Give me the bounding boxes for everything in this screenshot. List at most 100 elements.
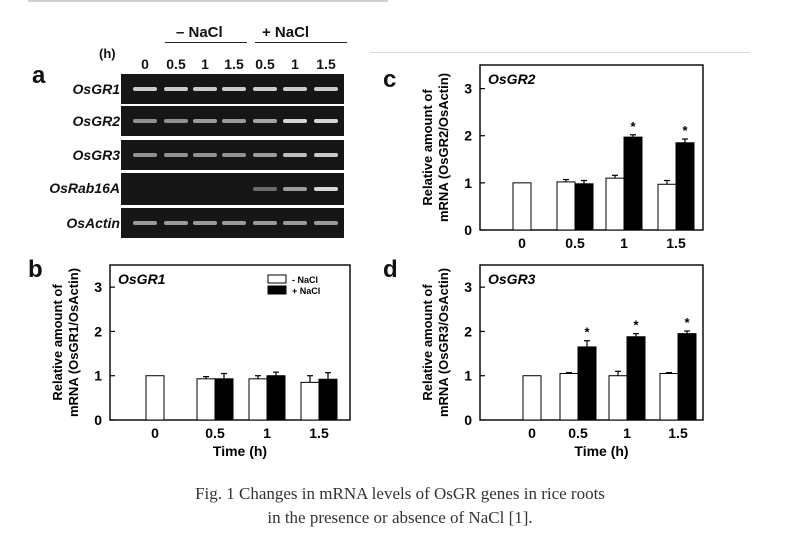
significance-mark: * xyxy=(682,123,688,138)
gel-band xyxy=(283,221,307,225)
time-label: 1 xyxy=(291,56,299,72)
group-label-plus-nacl: + NaCl xyxy=(262,24,310,41)
bar-minus-nacl xyxy=(608,375,628,421)
significance-mark: * xyxy=(633,318,639,333)
gel-band xyxy=(253,153,277,157)
bar-plus-nacl xyxy=(266,375,286,421)
bar-minus-nacl xyxy=(522,375,542,421)
y-axis-label-line1: Relative amount of xyxy=(420,89,435,206)
gel-strip xyxy=(121,74,344,104)
y-tick-label: 0 xyxy=(94,412,102,428)
y-tick-label: 3 xyxy=(464,279,472,295)
bar-plus-nacl xyxy=(214,378,234,421)
y-axis-label-line2: mRNA (OsGR1/OsActin) xyxy=(66,268,81,417)
group-underline-plus xyxy=(255,42,347,43)
figure-caption-line1: Fig. 1 Changes in mRNA levels of OsGR ge… xyxy=(195,484,605,503)
panel-label-a: a xyxy=(32,62,46,89)
bar-plus-nacl xyxy=(318,378,338,421)
bar-minus-nacl xyxy=(512,182,532,231)
legend-label: + NaCl xyxy=(292,286,320,296)
gel-band xyxy=(314,119,338,123)
figure-caption-line2: in the presence or absence of NaCl [1]. xyxy=(267,508,533,527)
bar-minus-nacl xyxy=(657,183,677,231)
gel-band xyxy=(193,153,217,157)
x-tick-label: 0.5 xyxy=(205,425,225,441)
legend-swatch xyxy=(267,285,287,295)
gel-band xyxy=(283,153,307,157)
gel-gene-label: OsGR1 xyxy=(72,81,120,97)
bar-plus-nacl xyxy=(574,183,594,231)
top-rule-right xyxy=(370,52,750,53)
gel-band xyxy=(314,153,338,157)
bar-plus-nacl xyxy=(626,336,646,421)
y-tick-label: 3 xyxy=(94,279,102,295)
gel-panel: OsGR1 OsGR2 OsGR3 OsRab16A OsActin xyxy=(0,0,400,250)
time-label: 0.5 xyxy=(255,56,275,72)
y-tick-label: 1 xyxy=(94,368,102,384)
chart-title: OsGR3 xyxy=(488,271,536,287)
x-tick-label: 0 xyxy=(518,235,526,251)
x-tick-label: 1 xyxy=(623,425,631,441)
group-underline-minus xyxy=(165,42,247,43)
time-label: 0.5 xyxy=(166,56,186,72)
gel-strip xyxy=(121,208,344,238)
x-tick-label: 1.5 xyxy=(668,425,688,441)
gel-strip xyxy=(121,173,344,205)
bar-minus-nacl xyxy=(556,181,576,231)
gel-band xyxy=(283,187,307,191)
x-tick-label: 0.5 xyxy=(568,425,588,441)
y-tick-label: 1 xyxy=(464,175,472,191)
bar-plus-nacl xyxy=(623,136,643,231)
gel-band xyxy=(222,221,246,225)
gel-strip xyxy=(121,106,344,136)
group-label-minus-nacl: – NaCl xyxy=(176,24,223,41)
panel-label-c: c xyxy=(383,66,397,93)
gel-band xyxy=(253,187,277,191)
gel-band xyxy=(253,119,277,123)
y-tick-label: 2 xyxy=(94,323,102,339)
gel-band xyxy=(314,187,338,191)
gel-band xyxy=(314,87,338,91)
time-label: 1.5 xyxy=(224,56,244,72)
gel-gene-label: OsRab16A xyxy=(49,180,120,196)
bar-minus-nacl xyxy=(300,381,320,421)
bar-plus-nacl xyxy=(577,346,597,421)
bar-plus-nacl xyxy=(677,333,697,421)
bar-minus-nacl xyxy=(659,373,679,421)
gel-band xyxy=(133,221,157,225)
panel-label-d: d xyxy=(383,256,398,283)
gel-band xyxy=(164,153,188,157)
x-tick-label: 0.5 xyxy=(565,235,585,251)
bar-minus-nacl xyxy=(559,373,579,421)
gel-band xyxy=(283,119,307,123)
x-tick-label: 1.5 xyxy=(666,235,686,251)
chart-osgr3: 0 1 2 3 OsGR3 Relative amount of mRNA (OsGR3/O… xyxy=(420,264,704,459)
significance-mark: * xyxy=(584,325,590,340)
y-tick-label: 2 xyxy=(464,323,472,339)
gel-band xyxy=(222,119,246,123)
gel-band xyxy=(193,87,217,91)
gel-band xyxy=(253,87,277,91)
gel-band xyxy=(253,221,277,225)
gel-gene-label: OsGR2 xyxy=(72,113,120,129)
y-tick-label: 2 xyxy=(464,128,472,144)
y-tick-label: 1 xyxy=(464,368,472,384)
legend-swatch xyxy=(267,274,287,284)
y-axis-label-line1: Relative amount of xyxy=(50,284,65,401)
gel-band xyxy=(314,221,338,225)
y-tick-label: 0 xyxy=(464,222,472,238)
chart-osgr1: 0 1 2 3 OsGR1 Relative amount of mRNA (OsGR1/O… xyxy=(50,264,351,459)
bar-minus-nacl xyxy=(145,375,165,421)
x-tick-label: 1.5 xyxy=(309,425,329,441)
gel-band xyxy=(164,119,188,123)
gel-band xyxy=(193,221,217,225)
chart-title: OsGR2 xyxy=(488,71,536,87)
y-axis-label-line2: mRNA (OsGR2/OsActin) xyxy=(436,73,451,222)
gel-band xyxy=(133,119,157,123)
gel-gene-label: OsActin xyxy=(66,215,120,231)
bar-minus-nacl xyxy=(605,177,625,231)
panel-label-b: b xyxy=(28,256,43,283)
gel-band xyxy=(164,87,188,91)
bar-plus-nacl xyxy=(675,142,695,231)
gel-band xyxy=(193,119,217,123)
